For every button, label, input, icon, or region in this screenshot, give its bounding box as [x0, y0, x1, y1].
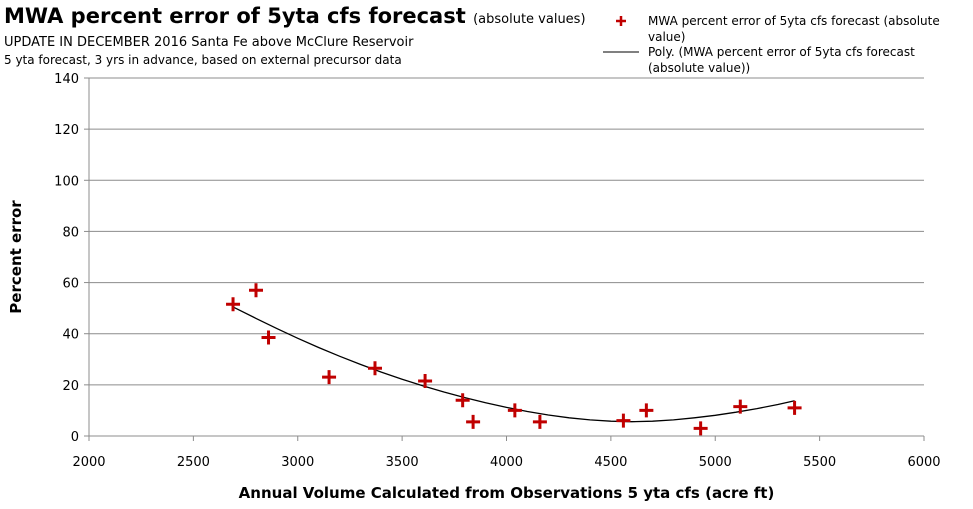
legend-label-series-1-line-1: value) — [648, 30, 685, 44]
chart-title-suffix: (absolute values) — [473, 12, 586, 27]
y-tick-label-5: 100 — [54, 174, 79, 189]
x-axis-title: Annual Volume Calculated from Observatio… — [239, 484, 775, 502]
y-tick-labels: 0 20 40 60 80 100 120 140 — [54, 72, 79, 445]
data-point-9 — [532, 414, 547, 429]
x-tick-label-7: 5500 — [803, 455, 836, 470]
data-point-3 — [322, 370, 337, 385]
data-point-4 — [367, 361, 382, 376]
x-tick-label-2: 3000 — [281, 455, 314, 470]
legend-label-series-1: MWA percent error of 5yta cfs forecast (… — [648, 14, 940, 44]
title-block: MWA percent error of 5yta cfs forecast (… — [4, 2, 586, 68]
chart-subtitle-2: 5 yta forecast, 3 yrs in advance, based … — [4, 53, 402, 67]
data-point-5 — [418, 374, 433, 389]
data-point-8 — [507, 403, 522, 418]
data-point-7 — [466, 414, 481, 429]
y-tick-label-7: 140 — [54, 72, 79, 87]
x-tick-labels: 2000 2500 3000 3500 4000 4500 5000 5500 6000 — [72, 455, 940, 470]
legend-label-series-2-line-0: Poly. (MWA percent error of 5yta cfs for… — [648, 45, 915, 59]
x-tick-label-5: 4500 — [594, 455, 627, 470]
chart-title: MWA percent error of 5yta cfs forecast (… — [4, 2, 586, 34]
data-point-1 — [249, 283, 263, 298]
data-point-14 — [787, 400, 802, 415]
data-points — [226, 283, 802, 436]
data-point-2 — [261, 330, 276, 345]
x-tick-label-3: 3500 — [386, 455, 419, 470]
x-tick-label-0: 2000 — [72, 455, 105, 470]
y-tick-label-0: 0 — [71, 430, 79, 445]
y-tick-label-3: 60 — [62, 277, 79, 292]
legend-label-series-1-line-0: MWA percent error of 5yta cfs forecast (… — [648, 14, 940, 28]
chart-subtitle-1: UPDATE IN DECEMBER 2016 Santa Fe above M… — [4, 35, 414, 50]
data-point-12 — [693, 421, 708, 436]
data-point-10 — [616, 413, 631, 428]
y-tick-label-4: 80 — [62, 225, 79, 240]
gridlines — [89, 77, 924, 386]
legend: MWA percent error of 5yta cfs forecast (… — [603, 14, 940, 75]
chart-title-text: MWA percent error of 5yta cfs forecast — [4, 4, 466, 28]
y-tick-label-6: 120 — [54, 123, 79, 138]
x-tick-label-1: 2500 — [177, 455, 210, 470]
data-point-11 — [639, 403, 654, 418]
legend-marker-series-1 — [616, 16, 626, 26]
axes — [84, 77, 925, 441]
y-tick-label-1: 20 — [62, 379, 79, 394]
x-tick-label-8: 6000 — [907, 455, 940, 470]
x-tick-label-4: 4000 — [490, 455, 523, 470]
x-tick-label-6: 5000 — [699, 455, 732, 470]
legend-label-series-2-line-1: (absolute value)) — [648, 61, 750, 75]
legend-label-series-2: Poly. (MWA percent error of 5yta cfs for… — [648, 45, 915, 75]
y-axis-title: Percent error — [7, 200, 25, 314]
data-point-0 — [226, 297, 241, 312]
data-point-6 — [455, 393, 470, 408]
data-point-13 — [733, 399, 748, 414]
y-tick-label-2: 40 — [62, 328, 79, 343]
